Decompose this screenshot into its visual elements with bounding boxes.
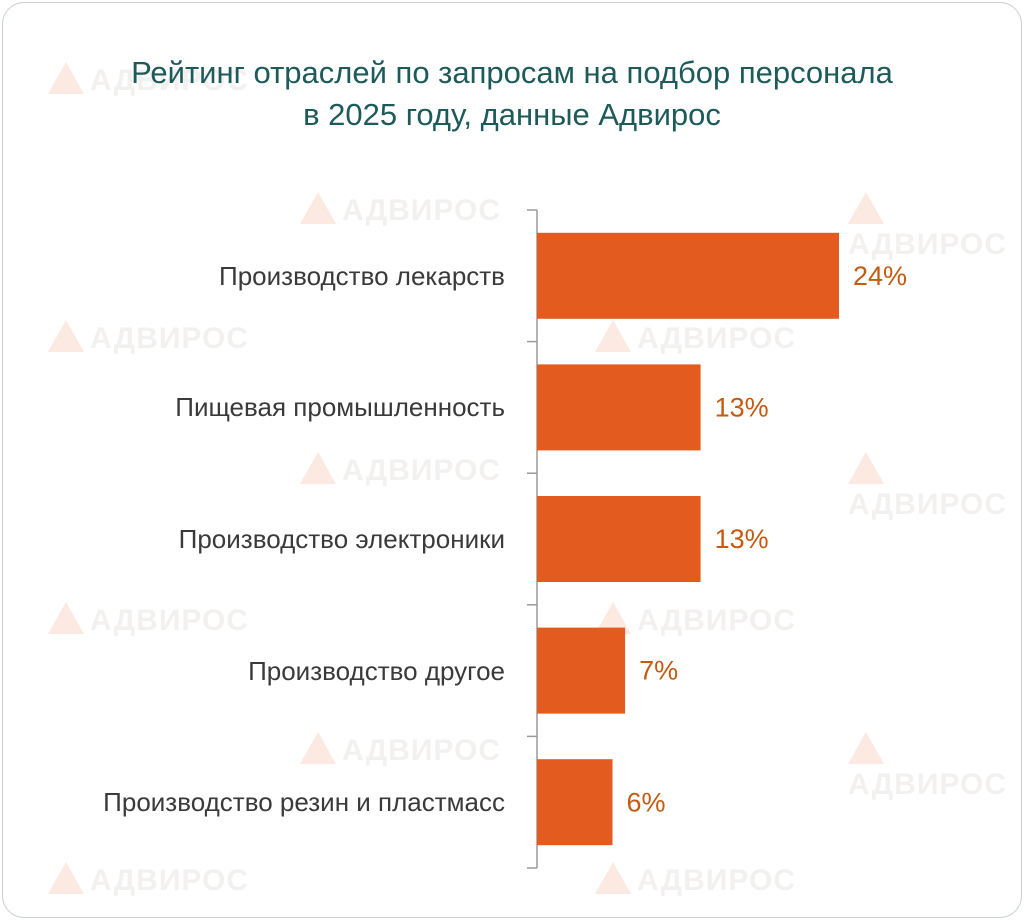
watermark: АДВИРОС (48, 862, 249, 898)
value-label: 13% (715, 393, 769, 423)
chart-title: Рейтинг отраслей по запросам на подбор п… (131, 55, 893, 132)
category-label: Пищевая промышленность (175, 392, 505, 423)
category-label: Производство лекарств (219, 260, 505, 291)
watermark: АДВИРОС (848, 192, 1024, 262)
watermark: АДВИРОС (848, 732, 1024, 802)
watermark: АДВИРОС (48, 320, 249, 356)
bar (537, 364, 701, 451)
bar (537, 759, 613, 846)
watermark: АДВИРОС (848, 452, 1024, 522)
chart-title-box: Рейтинг отраслей по запросам на подбор п… (0, 52, 1024, 136)
watermark: АДВИРОС (595, 862, 796, 898)
bar (537, 496, 701, 582)
bar (537, 627, 626, 714)
bar (537, 232, 839, 319)
value-label: 13% (715, 524, 769, 554)
category-label: Производство резин и пластмасс (103, 787, 505, 818)
watermark: АДВИРОС (48, 602, 249, 638)
value-label: 7% (639, 656, 678, 686)
category-label: Производство электроники (178, 524, 505, 554)
watermark: АДВИРОС (300, 192, 501, 228)
watermark: АДВИРОС (300, 732, 501, 768)
watermark: АДВИРОС (48, 62, 249, 98)
watermark: АДВИРОС (300, 452, 501, 488)
value-label: 6% (627, 787, 666, 817)
value-label: 24% (853, 261, 907, 291)
watermark: АДВИРОС (595, 320, 796, 356)
watermark: АДВИРОС (595, 602, 796, 638)
category-label: Производство другое (248, 655, 505, 686)
